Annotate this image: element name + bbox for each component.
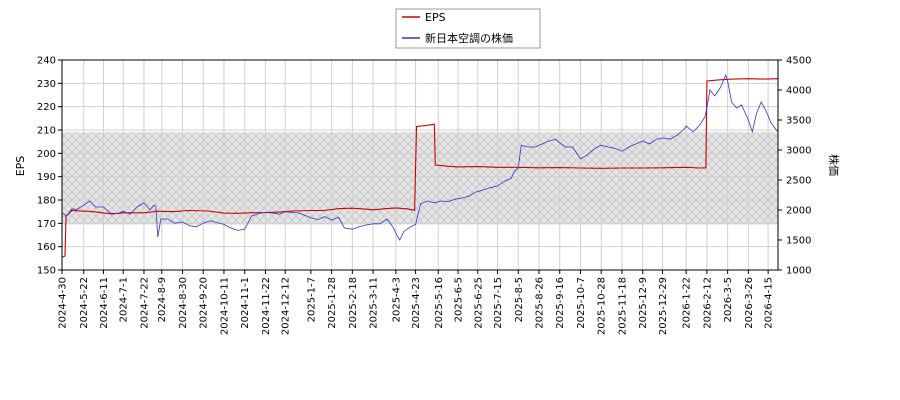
stock-price-line [61,73,779,241]
x-tick-label: 2026-3-26 [744,277,755,329]
left-tick-label: 220 [37,102,56,113]
left-tick-label: 190 [37,172,56,183]
x-tick-label: 2025-3-11 [369,277,380,329]
x-tick-label: 2025-10-7 [576,277,587,329]
right-tick-label: 2500 [786,176,811,187]
x-tick-label: 2026-4-15 [764,277,775,329]
x-tick-label: 2024-11-1 [240,277,251,329]
left-tick-label: 240 [37,56,56,67]
x-tick-label: 2025-8-26 [535,277,546,329]
legend: EPS 新日本空調の株価 [395,8,541,49]
legend-price-label: 新日本空調の株価 [425,31,513,45]
x-tick-label: 2024-8-30 [178,277,189,329]
x-tick-label: 2024-6-11 [99,277,110,329]
x-tick-label: 2026-2-12 [702,277,713,329]
x-tick-label: 2025-6-5 [454,277,465,322]
x-tick-label: 2024-7-22 [140,277,151,329]
x-tick-label: 2025-9-16 [555,277,566,329]
right-tick-label: 2000 [786,206,811,217]
left-tick-label: 170 [37,219,56,230]
x-tick-label: 2025-4-3 [391,277,402,322]
x-tick-label: 2025-8-5 [514,277,525,322]
x-tick-label: 2025-1-28 [327,277,338,329]
x-tick-label: 2025-5-16 [434,277,445,329]
left-axis-title: EPS [14,156,27,177]
eps-line [61,78,779,258]
x-tick-label: 2025-2-18 [348,277,359,329]
x-tick-label: 2025-6-25 [473,277,484,329]
plot-frame [61,59,779,271]
axes: 150 160 170 180 190 200 210 220 230 240 1000 1500 20… [37,56,812,336]
x-tick-label: 2025-12-29 [658,277,669,335]
legend-eps-label: EPS [425,11,446,24]
x-tick-label: 2025-4-23 [411,277,422,329]
right-tick-label: 1500 [786,236,811,247]
left-tick-label: 230 [37,79,56,90]
left-tick-label: 180 [37,196,56,207]
x-tick-label: 2024-4-30 [58,277,69,329]
x-tick-label: 2024-12-12 [281,277,292,335]
x-tick-label: 2026-3-5 [723,277,734,322]
x-tick-label: 2025-7-15 [493,277,504,329]
shaded-band-hatch [62,132,778,225]
x-tick-label: 2025-1-7 [306,277,317,322]
x-tick-label: 2024-7-1 [119,277,130,322]
right-axis-title: 株価 [827,154,841,176]
x-tick-label: 2024-9-20 [199,277,210,329]
left-tick-label: 160 [37,242,56,253]
right-tick-label: 3500 [786,116,811,127]
right-tick-label: 4000 [786,86,811,97]
right-tick-label: 1000 [786,266,811,277]
right-tick-label: 3000 [786,146,811,157]
x-tick-label: 2026-1-22 [682,277,693,329]
x-tick-label: 2025-11-18 [618,277,629,335]
x-tick-label: 2024-5-22 [79,277,90,329]
left-tick-label: 210 [37,126,56,137]
x-tick-label: 2024-10-11 [220,277,231,335]
x-tick-label: 2024-8-9 [157,277,168,322]
plot-area [61,59,778,271]
x-tick-label: 2024-11-22 [261,277,272,335]
right-tick-label: 4500 [786,56,811,67]
left-tick-label: 150 [37,266,56,277]
x-tick-label: 2025-10-28 [597,277,608,335]
left-tick-label: 200 [37,149,56,160]
series-layer [61,73,779,258]
x-tick-label: 2025-12-9 [638,277,649,329]
